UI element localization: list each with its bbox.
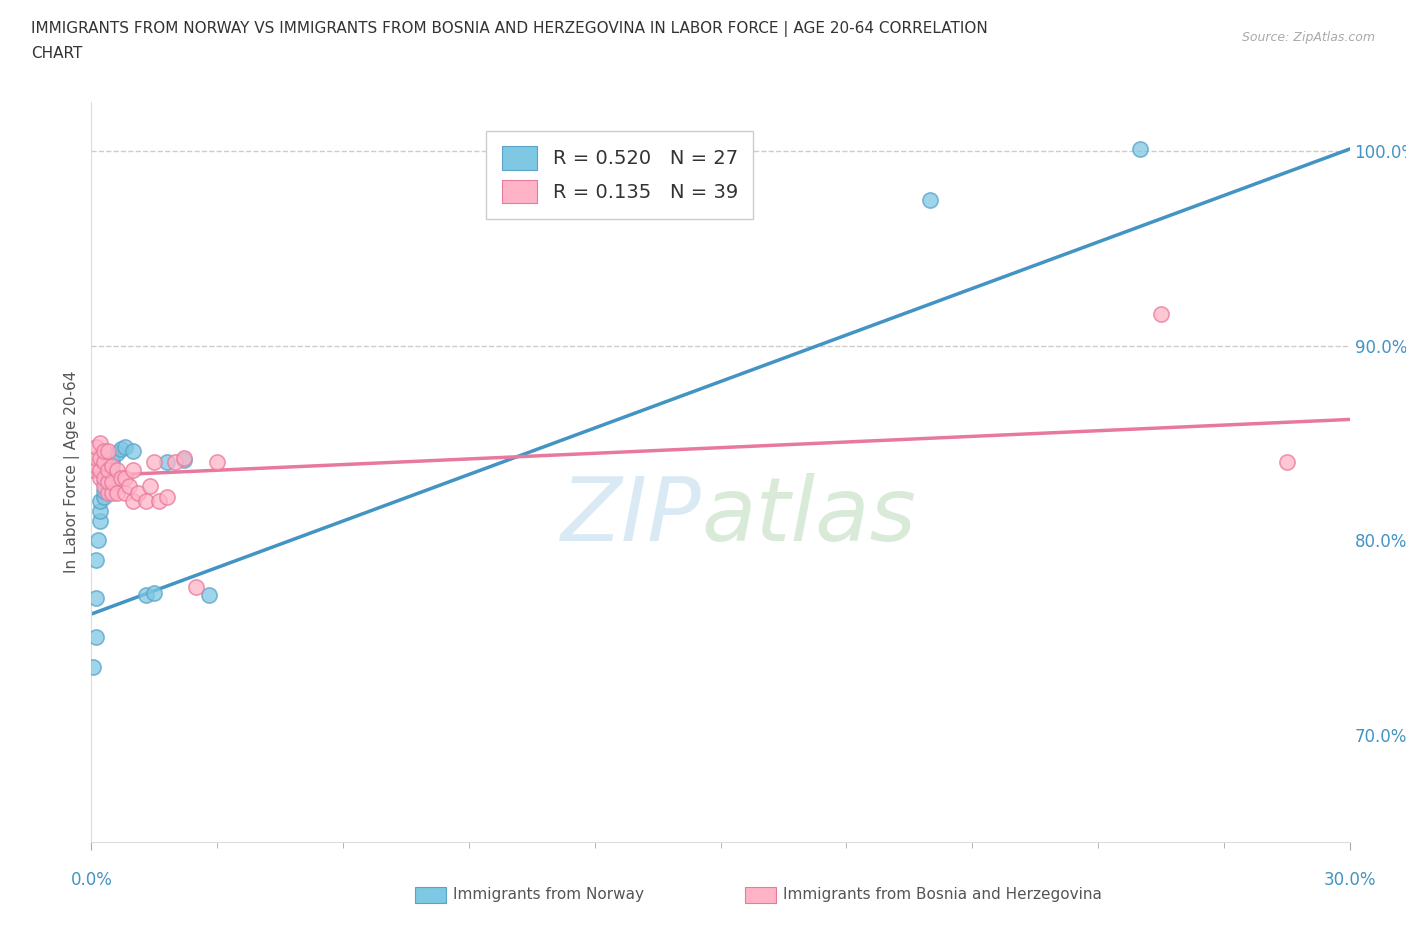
Point	[186, 579, 208, 594]
Point	[122, 462, 145, 477]
Text: Immigrants from Bosnia and Herzegovina: Immigrants from Bosnia and Herzegovina	[783, 887, 1102, 902]
Point	[101, 465, 124, 480]
Text: IMMIGRANTS FROM NORWAY VS IMMIGRANTS FROM BOSNIA AND HERZEGOVINA IN LABOR FORCE : IMMIGRANTS FROM NORWAY VS IMMIGRANTS FRO…	[31, 21, 987, 37]
Point	[143, 585, 166, 600]
Point	[135, 494, 157, 509]
Point	[114, 439, 136, 454]
Point	[148, 494, 170, 509]
Text: Immigrants from Norway: Immigrants from Norway	[453, 887, 644, 902]
Text: ZIP: ZIP	[561, 473, 702, 559]
Point	[84, 591, 107, 605]
Point	[93, 478, 115, 493]
Point	[105, 462, 128, 477]
Point	[198, 587, 221, 602]
Point	[165, 455, 187, 470]
Point	[114, 471, 136, 485]
Point	[122, 443, 145, 458]
Point	[84, 552, 107, 567]
Point	[114, 486, 136, 501]
Point	[156, 455, 179, 470]
Legend: R = 0.520   N = 27, R = 0.135   N = 39: R = 0.520 N = 27, R = 0.135 N = 39	[486, 130, 754, 219]
Point	[1275, 455, 1298, 470]
Point	[101, 449, 124, 464]
Point	[97, 486, 120, 501]
Point	[1129, 141, 1152, 156]
Point	[93, 455, 115, 470]
Point	[89, 435, 111, 450]
Point	[82, 659, 104, 674]
Point	[101, 474, 124, 489]
Point	[97, 465, 120, 480]
Point	[205, 455, 228, 470]
Point	[97, 462, 120, 477]
Point	[139, 478, 162, 493]
Point	[127, 486, 149, 501]
Point	[82, 462, 104, 477]
Point	[156, 490, 179, 505]
Point	[101, 455, 124, 470]
Point	[135, 587, 157, 602]
Text: 0.0%: 0.0%	[70, 871, 112, 889]
Point	[93, 443, 115, 458]
Point	[93, 490, 115, 505]
Point	[97, 443, 120, 458]
Text: 30.0%: 30.0%	[1323, 871, 1376, 889]
Point	[93, 471, 115, 485]
Point	[84, 439, 107, 454]
Point	[89, 462, 111, 477]
Point	[110, 471, 132, 485]
Point	[105, 486, 128, 501]
Point	[89, 513, 111, 528]
Point	[89, 503, 111, 518]
Point	[1150, 307, 1173, 322]
Point	[84, 630, 107, 644]
Point	[173, 453, 195, 468]
Text: atlas: atlas	[702, 473, 917, 559]
Point	[118, 478, 141, 493]
Point	[173, 451, 195, 466]
Point	[86, 533, 108, 548]
Point	[84, 458, 107, 473]
Point	[89, 451, 111, 466]
Point	[97, 471, 120, 485]
Point	[89, 494, 111, 509]
Point	[84, 451, 107, 466]
Point	[122, 494, 145, 509]
Text: CHART: CHART	[31, 46, 83, 61]
Point	[93, 484, 115, 498]
Text: Source: ZipAtlas.com: Source: ZipAtlas.com	[1241, 31, 1375, 44]
Point	[143, 455, 166, 470]
Point	[105, 445, 128, 460]
Point	[93, 474, 115, 489]
Point	[920, 193, 942, 207]
Point	[97, 474, 120, 489]
Point	[89, 471, 111, 485]
Y-axis label: In Labor Force | Age 20-64: In Labor Force | Age 20-64	[65, 371, 80, 573]
Point	[101, 486, 124, 501]
Point	[110, 441, 132, 456]
Point	[101, 458, 124, 473]
